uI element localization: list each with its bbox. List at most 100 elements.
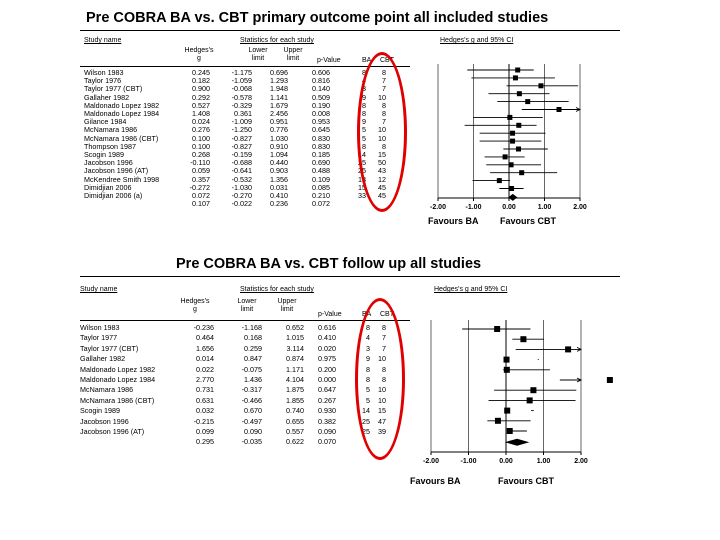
cell-lower: 0.670 — [244, 406, 262, 416]
cell-g: 0.100 — [192, 141, 210, 151]
cell-upper: 0.410 — [270, 191, 288, 200]
ci-arrow — [576, 377, 583, 383]
cell-study: Jacobson 1996 — [84, 158, 133, 168]
cell-upper: 0.874 — [286, 354, 304, 364]
cell-g: 0.464 — [196, 333, 214, 343]
cell-study: Scogin 1989 — [80, 406, 120, 416]
point-marker — [503, 356, 510, 363]
cell-ba: 15 — [358, 182, 366, 192]
cell-study: Taylor 1976 — [84, 76, 122, 86]
cell-lower: -0.035 — [241, 437, 262, 447]
cell-p: 0.647 — [318, 385, 336, 395]
panel2-highlight-oval — [355, 298, 405, 460]
cell-p: 0.930 — [318, 406, 336, 416]
cell-p: 0.382 — [318, 416, 336, 426]
cell-upper: 0.622 — [286, 437, 304, 447]
point-marker — [509, 186, 515, 191]
cell-lower: -0.827 — [231, 141, 252, 151]
cell-upper: 0.696 — [270, 68, 288, 77]
panel2-favours-left: Favours BA — [410, 476, 461, 486]
cell-p: 0.000 — [318, 375, 336, 384]
cell-g: 0.268 — [192, 150, 210, 159]
cell-lower: -0.827 — [231, 133, 252, 143]
cell-p: 0.830 — [312, 133, 330, 143]
cell-study: Maldonado Lopez 1982 — [84, 100, 160, 110]
cell-p: 0.690 — [312, 158, 330, 168]
panel1-header-hedges: Hedges's g — [184, 47, 214, 62]
cell-lower: -0.532 — [231, 174, 252, 184]
cell-g: 0.245 — [192, 68, 210, 77]
cell-study: Maldonado Lopez 1982 — [80, 364, 156, 374]
cell-g: 0.022 — [196, 364, 214, 374]
cell-lower: -1.168 — [241, 323, 262, 332]
x-tick-label: -1.00 — [461, 458, 477, 465]
cell-upper: 0.776 — [270, 125, 288, 135]
cell-lower: -0.317 — [241, 385, 262, 395]
cell-upper: 1.171 — [286, 364, 304, 374]
x-tick-label: 2.00 — [573, 204, 587, 211]
cell-upper: 2.456 — [270, 109, 288, 118]
cell-p: 0.616 — [318, 323, 336, 332]
panel1-highlight-oval — [357, 52, 407, 212]
cell-study: McKendree Smith 1998 — [84, 174, 160, 184]
point-marker — [516, 91, 522, 97]
panel2-header-pvalue: p-Value — [318, 311, 342, 318]
cell-g: -0.272 — [189, 182, 210, 192]
cell-g: 0.182 — [192, 76, 210, 86]
point-marker — [496, 178, 502, 184]
cell-p: 0.953 — [312, 117, 330, 127]
cell-g: 0.900 — [192, 84, 210, 94]
cell-upper: 0.951 — [270, 117, 288, 127]
panel2-title: Pre COBRA BA vs. CBT follow up all studi… — [176, 256, 482, 272]
point-marker — [494, 417, 501, 424]
cell-lower: 0.847 — [244, 354, 262, 364]
point-marker — [538, 83, 544, 89]
point-marker — [565, 346, 572, 353]
cell-p: 0.488 — [312, 166, 330, 176]
summary-diamond — [508, 193, 518, 201]
cell-p: 0.140 — [312, 84, 330, 94]
cell-upper: 3.114 — [286, 343, 304, 353]
cell-p: 0.072 — [312, 199, 330, 209]
cell-p: 0.020 — [318, 343, 336, 353]
panel2-header-hedges: Hedges's g — [180, 298, 210, 313]
point-marker — [516, 122, 522, 128]
cell-g: -0.236 — [193, 323, 214, 332]
panel1-header-upper: Upper limit — [283, 47, 303, 62]
cell-lower: -1.250 — [231, 125, 252, 135]
cell-lower: -1.030 — [231, 182, 252, 192]
cell-study: Scogin 1989 — [84, 150, 124, 159]
cell-upper: 1.030 — [270, 133, 288, 143]
x-tick-label: 1.00 — [537, 458, 551, 465]
cell-g: 0.099 — [196, 427, 214, 436]
cell-study: Jacobson 1996 (AT) — [80, 427, 145, 436]
cell-upper: 0.031 — [270, 182, 288, 192]
cell-p: 0.509 — [312, 92, 330, 102]
cell-lower: -1.009 — [231, 117, 252, 127]
cell-lower: 0.259 — [244, 343, 262, 353]
panel2-header-study-name: Study name — [80, 286, 118, 293]
cell-study: Taylor 1977 — [80, 333, 118, 343]
cell-study: Gilance 1984 — [84, 117, 127, 127]
cell-p: 0.267 — [318, 395, 336, 405]
panel1-header-pvalue: p-Value — [317, 57, 341, 64]
cell-upper: 4.104 — [286, 375, 304, 384]
cell-g: 0.072 — [192, 191, 210, 200]
cell-study: McNamara 1986 (CBT) — [84, 133, 159, 143]
cell-p: 0.645 — [312, 125, 330, 135]
cell-p: 0.975 — [318, 354, 336, 364]
cell-g: 0.014 — [196, 354, 214, 364]
panel2-header-forest-group: Hedges's g and 95% CI — [434, 286, 508, 293]
cell-study: Jacobson 1996 (AT) — [84, 166, 149, 176]
cell-g: 0.059 — [192, 166, 210, 176]
cell-g: 0.527 — [192, 100, 210, 110]
cell-upper: 1.356 — [270, 174, 288, 184]
panel1-header-study-name: Study name — [84, 37, 122, 44]
cell-upper: 1.015 — [286, 333, 304, 343]
cell-g: 0.024 — [192, 117, 210, 127]
cell-study: Wilson 1983 — [84, 68, 124, 77]
cell-study: Taylor 1977 (CBT) — [80, 343, 139, 353]
cell-p: 0.109 — [312, 174, 330, 184]
summary-diamond — [504, 438, 530, 446]
panel1-favours-right: Favours CBT — [500, 216, 557, 226]
